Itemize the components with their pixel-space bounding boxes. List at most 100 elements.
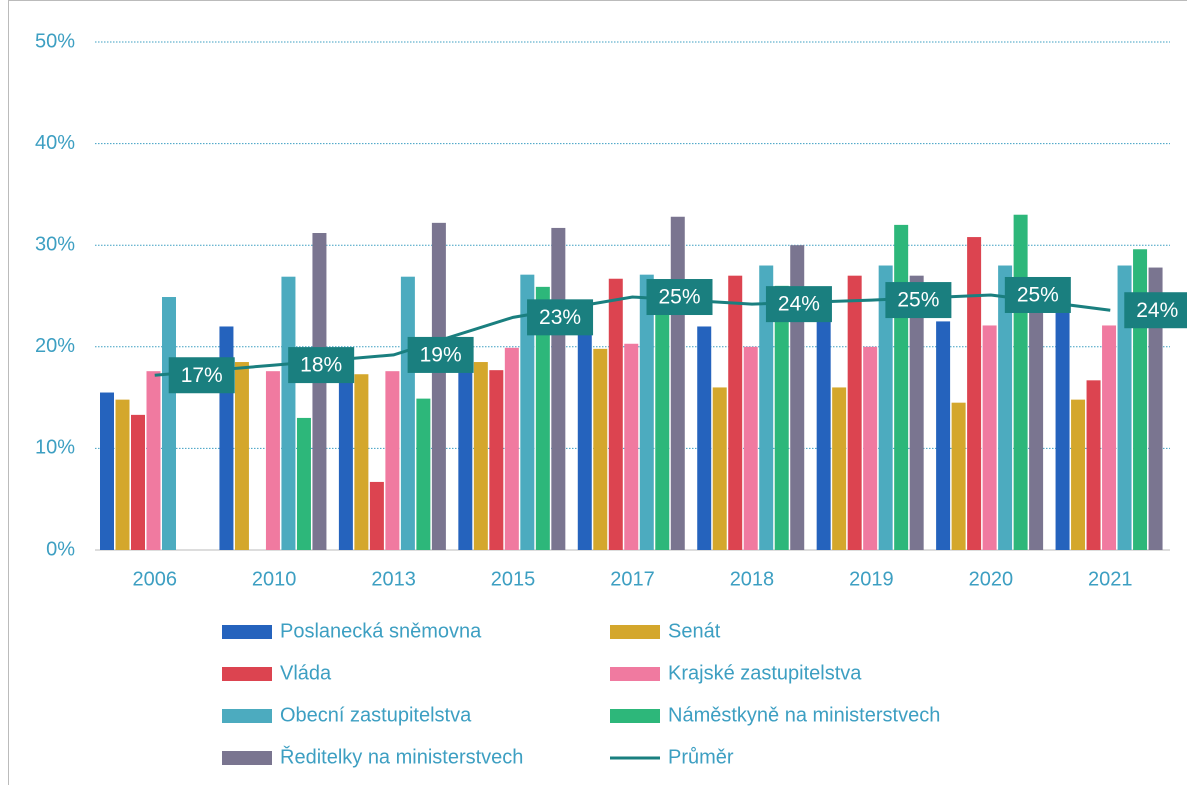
- bar: [577, 326, 592, 550]
- data-label: 25%: [897, 289, 939, 312]
- x-tick-label: 2018: [730, 568, 775, 590]
- bar: [431, 222, 446, 550]
- legend-swatch: [222, 709, 272, 723]
- data-label-box: [288, 347, 355, 384]
- bar: [400, 276, 415, 550]
- bar: [281, 276, 296, 550]
- bar: [1148, 267, 1163, 550]
- bar: [504, 347, 519, 550]
- bar: [265, 371, 280, 550]
- bar: [894, 224, 909, 550]
- bar: [863, 346, 878, 550]
- x-tick-label: 2010: [252, 568, 297, 590]
- bar: [936, 321, 951, 550]
- legend-label: Vláda: [280, 662, 332, 684]
- bar: [998, 265, 1013, 550]
- bar: [967, 237, 982, 550]
- bar: [728, 275, 743, 550]
- y-tick-label: 0%: [46, 538, 75, 560]
- legend-label: Obecní zastupitelstva: [280, 704, 472, 726]
- bar: [1086, 380, 1101, 550]
- bar: [1071, 399, 1086, 550]
- data-label: 18%: [300, 354, 342, 377]
- bar: [1029, 296, 1044, 550]
- bar: [338, 351, 353, 550]
- bar: [296, 417, 311, 550]
- x-tick-label: 2017: [610, 568, 655, 590]
- legend-label: Poslanecká sněmovna: [280, 620, 482, 642]
- legend-swatch: [222, 667, 272, 681]
- legend-swatch: [222, 625, 272, 639]
- data-label: 24%: [778, 293, 820, 316]
- bar: [458, 351, 473, 550]
- data-label-box: [527, 299, 594, 336]
- data-label-box: [765, 286, 832, 323]
- bar: [131, 414, 145, 550]
- bar: [847, 275, 862, 550]
- data-label-box: [646, 279, 713, 316]
- x-tick-label: 2013: [371, 568, 416, 590]
- bar: [146, 371, 161, 550]
- legend-label: Náměstkyně na ministerstvech: [668, 704, 940, 726]
- data-label: 17%: [181, 364, 223, 387]
- data-label-box: [407, 336, 474, 373]
- x-tick-label: 2020: [969, 568, 1014, 590]
- bar: [593, 348, 608, 550]
- bar: [489, 370, 504, 550]
- bar: [416, 398, 431, 550]
- bar: [816, 316, 831, 550]
- legend-label: Krajské zastupitelstva: [668, 662, 862, 684]
- bar: [162, 297, 176, 550]
- x-tick-label: 2015: [491, 568, 536, 590]
- data-label: 23%: [539, 306, 581, 329]
- bar: [385, 371, 400, 550]
- bar: [234, 362, 249, 550]
- bar: [832, 387, 847, 550]
- data-label: 25%: [658, 286, 700, 309]
- bar: [759, 265, 774, 550]
- bar: [1055, 296, 1070, 550]
- bar: [473, 362, 488, 550]
- bar: [535, 286, 550, 550]
- bar: [697, 326, 712, 550]
- data-label-box: [885, 282, 952, 319]
- y-tick-label: 30%: [35, 233, 75, 255]
- bar: [712, 387, 727, 550]
- data-label: 24%: [1136, 299, 1178, 322]
- bar: [1102, 325, 1117, 550]
- legend-label: Ředitelky na ministerstvech: [280, 745, 523, 768]
- bar: [655, 296, 670, 550]
- data-label-box: [1004, 276, 1071, 313]
- y-tick-label: 20%: [35, 335, 75, 357]
- legend-swatch: [610, 667, 660, 681]
- bar: [743, 346, 758, 550]
- bar: [1117, 265, 1132, 550]
- legend-swatch: [610, 709, 660, 723]
- bar: [354, 374, 369, 550]
- bar: [670, 216, 685, 550]
- bar: [639, 274, 654, 550]
- legend-label: Senát: [668, 620, 721, 642]
- data-label-box: [1124, 292, 1187, 329]
- data-label-box: [168, 357, 235, 394]
- bar: [100, 392, 114, 550]
- bar: [624, 343, 639, 550]
- y-tick-label: 40%: [35, 132, 75, 154]
- legend-swatch: [610, 625, 660, 639]
- bar: [115, 399, 130, 550]
- bar: [312, 233, 327, 550]
- bar: [909, 275, 924, 550]
- x-tick-label: 2021: [1088, 568, 1133, 590]
- bar: [551, 227, 566, 551]
- x-tick-label: 2019: [849, 568, 894, 590]
- bar: [369, 481, 384, 550]
- bar: [608, 278, 623, 550]
- legend-swatch: [222, 751, 272, 765]
- bar: [774, 285, 789, 550]
- bar: [878, 265, 893, 550]
- bar: [951, 402, 966, 550]
- x-tick-label: 2006: [132, 568, 177, 590]
- bar: [520, 274, 535, 550]
- y-tick-label: 50%: [35, 30, 75, 52]
- y-tick-label: 10%: [35, 437, 75, 459]
